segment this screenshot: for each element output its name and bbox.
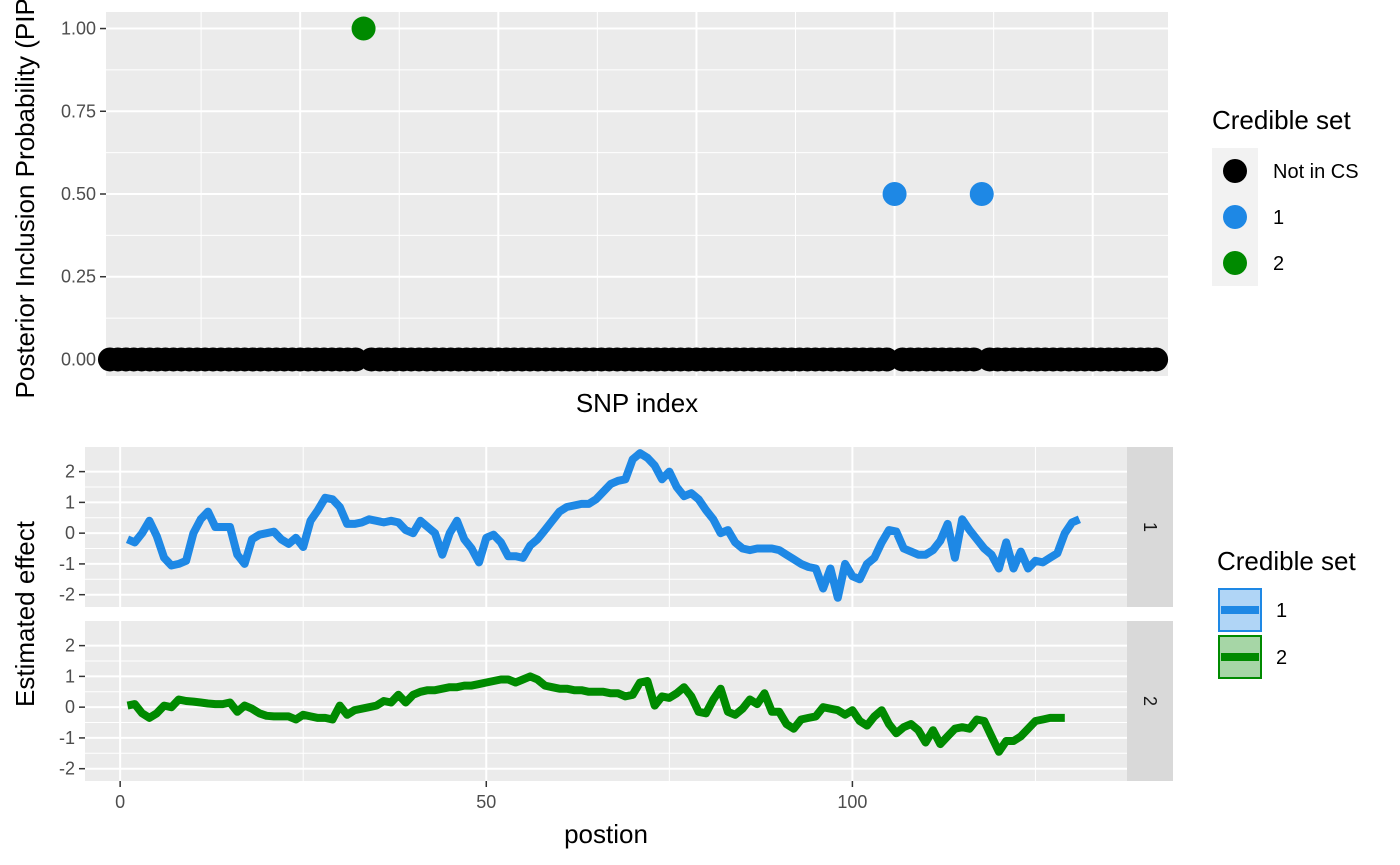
pip-legend-label-cs2: 2 [1273, 253, 1284, 275]
effect-y-axis-ticks: -2 -1 0 1 2 -2 -1 0 1 2 [59, 462, 85, 779]
pip-legend-label-not-in-cs: Not in CS [1273, 161, 1359, 183]
effect-x-axis-title: postion [564, 819, 648, 849]
pip-legend-label-cs1: 1 [1273, 207, 1284, 229]
effect-y-tick-label: -2 [59, 759, 75, 779]
pip-y-tick-label: 0.25 [61, 267, 96, 287]
pip-point [969, 182, 994, 206]
effect-y-tick-label: 2 [65, 636, 75, 656]
effect-facet2-panel-background [85, 621, 1127, 781]
pip-y-tick-label: 0.50 [61, 184, 96, 204]
pip-legend-title: Credible set [1212, 105, 1352, 135]
effect-facet1-strip [1127, 447, 1173, 607]
effect-facet2-strip [1127, 621, 1173, 781]
effect-legend-label-cs2: 2 [1276, 647, 1287, 669]
effect-legend-title: Credible set [1217, 546, 1357, 576]
effect-series-line [126, 672, 1065, 756]
effect-y-tick-label: -2 [59, 585, 75, 605]
pip-legend-key-cs2 [1223, 251, 1247, 275]
effect-x-axis-ticks: 0 50 100 [115, 781, 867, 812]
pip-legend-key-cs1 [1223, 205, 1247, 229]
effect-x-tick-label: 50 [476, 792, 496, 812]
effect-y-tick-label: 1 [65, 492, 75, 512]
effect-legend-label-cs1: 1 [1276, 600, 1287, 622]
pip-points [97, 16, 1169, 372]
pip-point [1144, 347, 1169, 372]
pip-point [351, 16, 376, 41]
effect-facet1-strip-label: 1 [1140, 522, 1160, 532]
effect-x-tick-label: 0 [115, 792, 125, 812]
effect-lines [125, 449, 1081, 756]
pip-y-tick-label: 0.00 [61, 349, 96, 369]
effect-y-tick-label: 2 [65, 462, 75, 482]
pip-legend: Credible set Not in CS 1 2 [1212, 105, 1359, 286]
pip-x-axis-title: SNP index [576, 388, 698, 418]
effect-legend-key-cs1 [1218, 588, 1262, 632]
effect-y-tick-label: 0 [65, 697, 75, 717]
pip-y-tick-label: 1.00 [61, 19, 96, 39]
effect-legend: Credible set 1 2 [1217, 546, 1357, 679]
effect-facet1-panel-background [85, 447, 1127, 607]
effect-facet2-strip-label: 2 [1140, 696, 1160, 706]
pip-plot: 0.00 0.25 0.50 0.75 1.00 SNP index Posterior… [10, 0, 1169, 418]
pip-point [882, 182, 907, 206]
effect-y-tick-label: 0 [65, 523, 75, 543]
effect-series-line [125, 449, 1081, 602]
pip-y-axis-ticks: 0.00 0.25 0.50 0.75 1.00 [61, 19, 106, 369]
effect-y-axis-title: Estimated effect [10, 520, 40, 707]
effect-y-tick-label: 1 [65, 666, 75, 686]
pip-y-tick-label: 0.75 [61, 101, 96, 121]
effect-gridlines [85, 447, 1127, 781]
effect-legend-key-cs2 [1218, 635, 1262, 679]
effect-y-tick-label: -1 [59, 728, 75, 748]
effect-plot: 1 2 -2 -1 0 1 2 -2 -1 0 1 2 0 50 100 postion Estima… [10, 447, 1173, 849]
pip-legend-key-not-in-cs [1223, 159, 1247, 183]
effect-y-tick-label: -1 [59, 554, 75, 574]
effect-x-tick-label: 100 [837, 792, 867, 812]
pip-y-axis-title: Posterior Inclusion Probability (PIP) [10, 0, 40, 398]
